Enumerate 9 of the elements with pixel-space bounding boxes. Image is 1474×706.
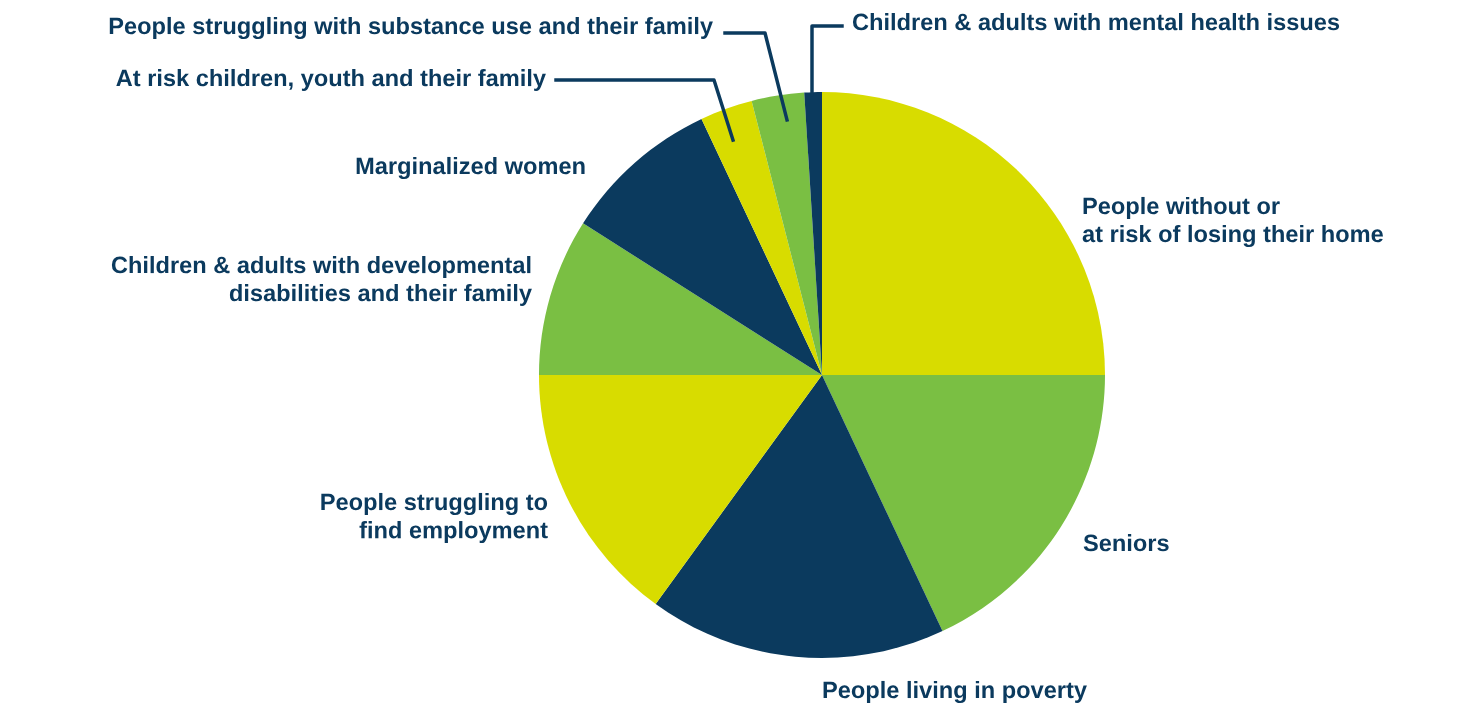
slice-label: Children & adults with developmental disabilities and their family: [111, 256, 532, 306]
slice-label: People without or at risk of losing their home: [1082, 196, 1383, 248]
slice-label: People struggling with substance use and their family: [109, 16, 713, 40]
slice-label: Children & adults with mental health issues: [852, 13, 1340, 31]
slice-label: At risk children, youth and their family: [116, 69, 546, 91]
slice-label: Seniors: [1083, 533, 1169, 552]
slice-label: Marginalized women: [356, 156, 585, 180]
slice-label: People struggling to find employment: [321, 492, 548, 544]
slice-label: People living in poverty: [823, 680, 1087, 704]
